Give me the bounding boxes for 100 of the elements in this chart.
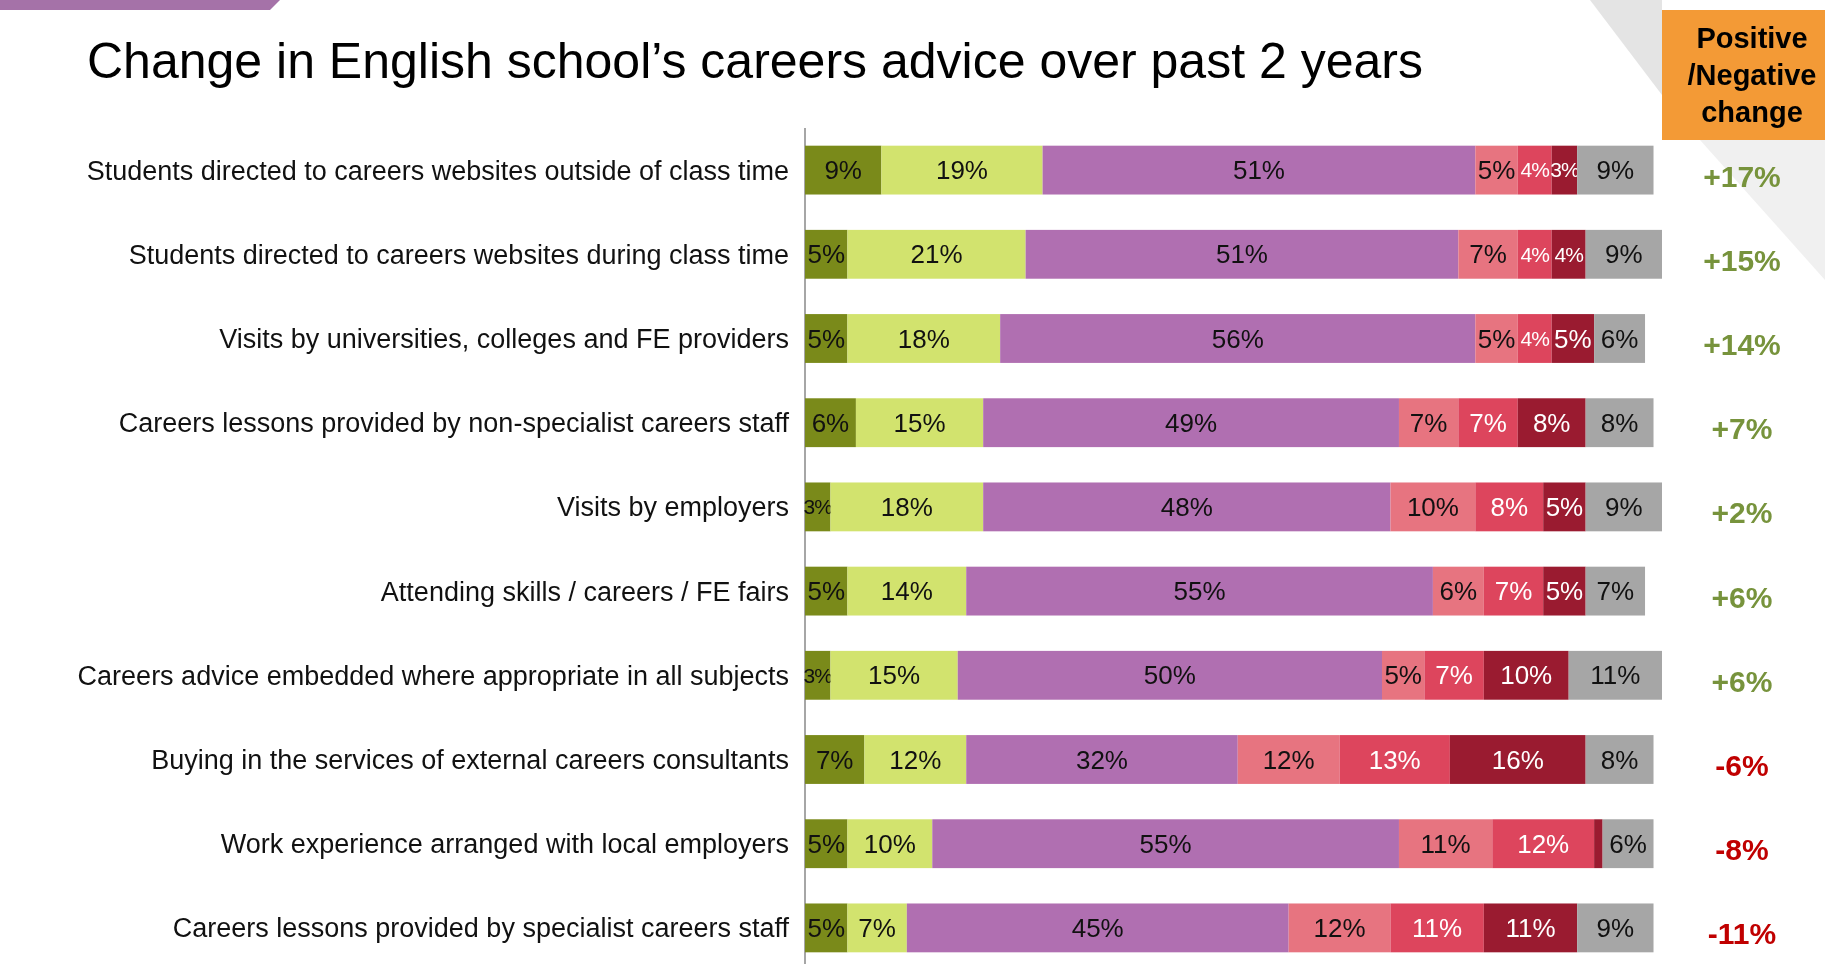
y-tick-label: Visits by employers (556, 492, 789, 523)
data-label: 14% (880, 576, 933, 607)
bar (1475, 482, 1544, 532)
data-label: 5% (1384, 660, 1422, 691)
bar (1483, 650, 1569, 700)
bar (1288, 903, 1391, 953)
data-label: 12% (1262, 744, 1315, 775)
data-label: 6% (811, 407, 850, 438)
bar (1042, 145, 1476, 195)
bar (1398, 398, 1459, 448)
data-label: 11% (1590, 660, 1641, 691)
data-label: 7% (1494, 576, 1533, 607)
text: +7% (1711, 412, 1773, 446)
bar (1449, 735, 1586, 784)
bar (1585, 482, 1662, 532)
bar (1577, 903, 1654, 953)
data-label: 10% (863, 828, 916, 859)
data-label: 56% (1211, 323, 1264, 354)
text: Positive /Negative change (1687, 22, 1817, 128)
y-tick-label: Students directed to careers websites outside of class time (86, 155, 789, 186)
y-tick-label: Visits by universities, colleges and FE providers (219, 323, 789, 354)
data-label: 7% (858, 913, 896, 943)
data-label: 12% (889, 744, 942, 775)
data-label: 11% (1420, 828, 1471, 859)
bar (983, 398, 1399, 448)
bar (1568, 650, 1662, 700)
bar (983, 482, 1391, 532)
data-label: 15% (868, 660, 921, 691)
bar (906, 903, 1289, 953)
data-label: 18% (897, 323, 950, 354)
data-label: 5% (1477, 155, 1516, 186)
data-label: 5% (1477, 323, 1516, 354)
bar (881, 145, 1043, 195)
data-label: 7% (1409, 407, 1448, 438)
bar (1483, 566, 1544, 616)
text: +17% (1703, 159, 1781, 193)
data-label: 48% (1160, 492, 1213, 522)
text: +6% (1711, 580, 1773, 614)
data-label: 5% (1545, 492, 1584, 522)
text: +6% (1711, 664, 1773, 698)
bar (864, 735, 967, 784)
data-label: 9% (1605, 492, 1643, 522)
data-label: 12% (1517, 828, 1570, 859)
y-tick-label: Careers lessons provided by non-specialist careers staff (118, 408, 790, 439)
data-label: 6% (1600, 323, 1639, 354)
data-label: 19% (935, 155, 988, 186)
data-label: 5% (1554, 323, 1592, 354)
data-label: 21% (910, 239, 963, 270)
bar (1398, 819, 1493, 869)
data-label: 9% (1605, 239, 1643, 270)
y-tick-label: Attending skills / careers / FE fairs (380, 576, 789, 607)
bar (966, 566, 1433, 616)
bar (1585, 229, 1662, 279)
data-label: 5% (807, 913, 845, 943)
data-label: 4% (1520, 242, 1550, 266)
data-label: 11% (1412, 913, 1463, 943)
data-label: 8% (1490, 492, 1529, 522)
data-label: 9% (824, 155, 862, 186)
data-label: 7% (1469, 407, 1507, 438)
data-label: 49% (1165, 407, 1218, 438)
bar (805, 145, 882, 195)
data-label: 51% (1232, 155, 1285, 186)
data-label: 9% (1596, 913, 1635, 943)
bar (1492, 819, 1595, 869)
chart-title: Change in English school’s careers advice over past 2 years (87, 33, 1423, 89)
y-tick-label: Careers lessons provided by specialist careers staff (172, 913, 790, 944)
data-label: 5% (807, 239, 845, 270)
y-tick-label: Students directed to careers websites during class time (128, 239, 789, 270)
text: +15% (1703, 243, 1781, 277)
data-label: 10% (1500, 660, 1553, 691)
data-label: 4% (1554, 242, 1584, 266)
text: -8% (1715, 833, 1769, 867)
data-label: 8% (1532, 407, 1571, 438)
data-label: 10% (1406, 492, 1459, 522)
bar (932, 819, 1399, 869)
data-label: 4% (1520, 326, 1550, 350)
bar (1577, 145, 1654, 195)
data-label: 7% (1435, 660, 1473, 691)
data-label: 8% (1600, 744, 1639, 775)
data-label: 9% (1596, 155, 1635, 186)
bar (1424, 650, 1484, 700)
bar (847, 314, 1001, 363)
y-tick-label: Buying in the services of external careers consultants (151, 744, 789, 775)
bar (966, 735, 1238, 784)
data-label: 45% (1071, 913, 1124, 943)
y-tick-label: Work experience arranged with local employers (220, 829, 789, 860)
data-label: 5% (807, 828, 845, 859)
bar (1458, 229, 1518, 279)
data-label: 6% (1439, 576, 1478, 607)
bar (1517, 398, 1586, 448)
bar (855, 398, 984, 448)
bar (1585, 566, 1646, 616)
bar (957, 650, 1382, 700)
data-label: 55% (1139, 828, 1192, 859)
data-label: 5% (807, 323, 845, 354)
text: -11% (1707, 917, 1777, 951)
data-label: 51% (1215, 239, 1269, 270)
bar (1339, 735, 1450, 784)
data-label: 7% (1596, 576, 1635, 607)
data-label: 50% (1143, 660, 1196, 691)
